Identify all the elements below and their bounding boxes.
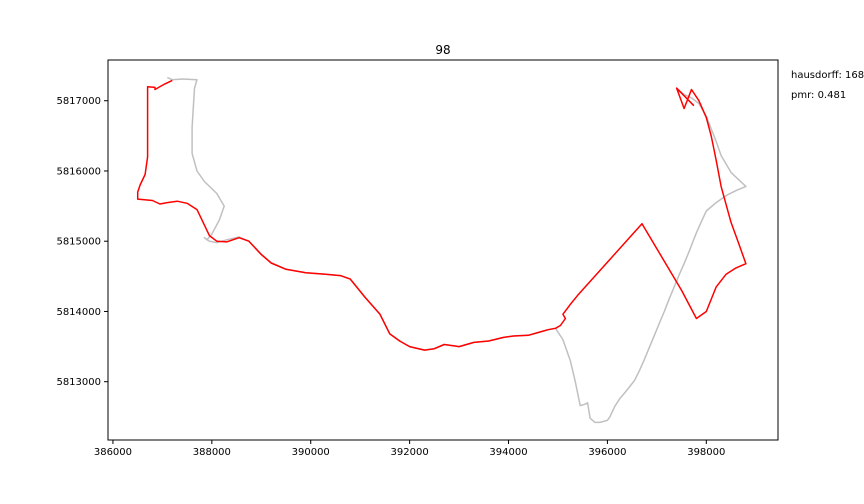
x-axis: 386000 388000 390000 392000 394000 396000 3980…	[94, 440, 725, 458]
pmr-annotation: pmr: 0.481	[791, 90, 847, 101]
y-tick-label: 5817000	[56, 96, 101, 107]
hausdorff-annotation: hausdorff: 168	[791, 70, 864, 81]
series-line-2	[136, 79, 747, 351]
series-layer	[136, 76, 747, 424]
y-tick-label: 5816000	[56, 166, 101, 177]
chart-title: 98	[435, 43, 450, 57]
series-line-1	[167, 76, 747, 424]
y-tick-label: 5814000	[56, 307, 101, 318]
x-tick-label: 390000	[292, 447, 330, 458]
x-tick-label: 388000	[193, 447, 231, 458]
x-tick-label: 398000	[687, 447, 725, 458]
x-tick-label: 394000	[489, 447, 527, 458]
y-tick-label: 5813000	[56, 377, 101, 388]
plot-frame	[107, 59, 779, 441]
x-tick-label: 392000	[391, 447, 429, 458]
x-tick-label: 386000	[94, 447, 132, 458]
y-axis: 5813000 5814000 5815000 5816000 5817000	[56, 96, 108, 388]
y-tick-label: 5815000	[56, 237, 101, 248]
x-tick-label: 396000	[588, 447, 626, 458]
